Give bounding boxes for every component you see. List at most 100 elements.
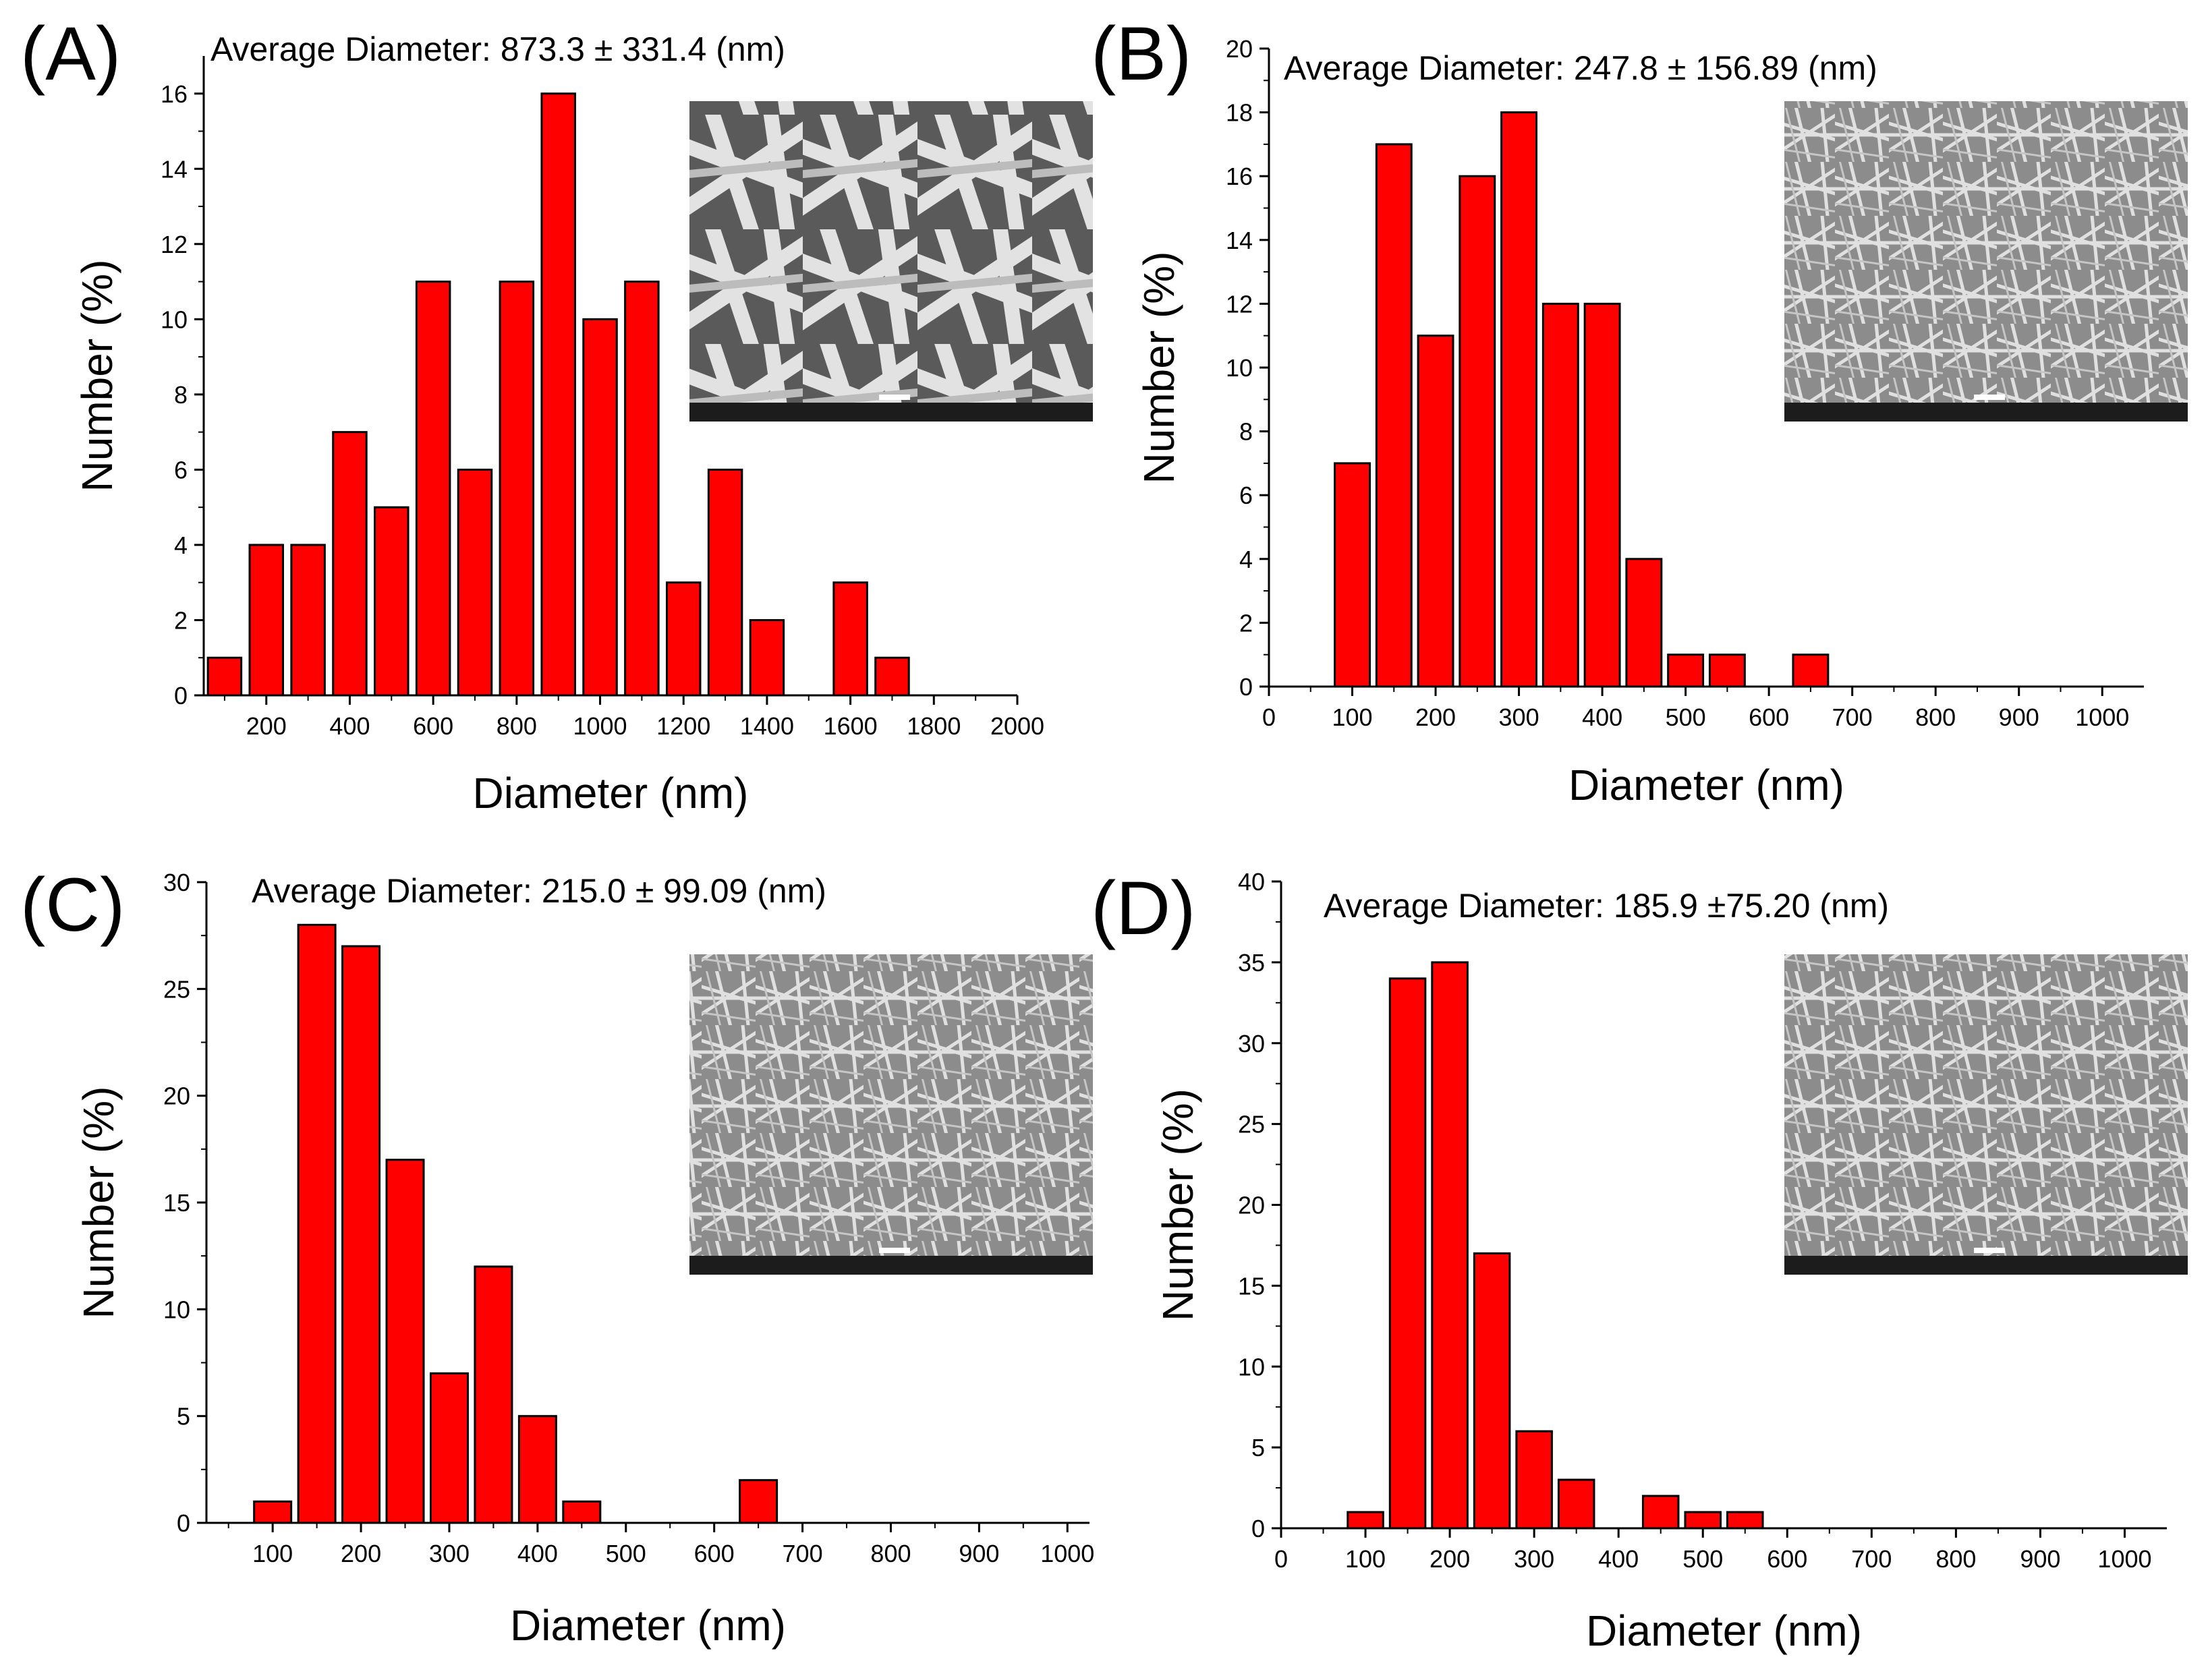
bar [1708, 654, 1746, 688]
bar [1583, 302, 1621, 688]
x-tick-label: 900 [959, 1540, 999, 1567]
y-tick-label: 10 [1238, 1353, 1265, 1381]
x-tick-label: 0 [1274, 1545, 1288, 1573]
bar [1625, 558, 1663, 688]
x-tick-label: 700 [783, 1540, 823, 1567]
bar [739, 1479, 779, 1524]
bar [297, 923, 337, 1524]
y-tick-label: 14 [1226, 227, 1253, 254]
y-tick-label: 4 [1239, 546, 1253, 573]
x-tick-label: 500 [1682, 1545, 1723, 1573]
bar [248, 544, 285, 697]
y-tick-label: 4 [174, 531, 188, 559]
x-tick-label: 900 [2020, 1545, 2060, 1573]
x-tick-label: 200 [341, 1540, 381, 1567]
y-tick-label: 35 [1238, 949, 1265, 977]
x-tick-label: 1800 [907, 712, 961, 740]
y-tick-label: 25 [1238, 1111, 1265, 1138]
y-tick-label: 0 [1251, 1515, 1265, 1542]
bar [341, 945, 381, 1524]
y-tick-label: 15 [1238, 1272, 1265, 1300]
x-tick-label: 2000 [990, 712, 1044, 740]
bar [1431, 961, 1469, 1530]
y-tick-label: 0 [1239, 673, 1253, 701]
x-tick-label: 800 [1915, 703, 1956, 731]
bar [1347, 1511, 1384, 1530]
x-tick-label: 100 [1345, 1545, 1386, 1573]
x-tick-label: 600 [1749, 703, 1789, 731]
x-axis-label: Diameter (nm) [1586, 1606, 1862, 1655]
bar [749, 618, 785, 697]
bar [374, 506, 409, 697]
x-tick-label: 600 [694, 1540, 735, 1567]
x-tick-label: 1200 [656, 712, 710, 740]
x-tick-label: 100 [252, 1540, 293, 1567]
y-tick-label: 5 [1251, 1434, 1265, 1461]
x-tick-label: 1000 [2075, 703, 2129, 731]
sem-info-bar [1784, 1256, 2188, 1275]
x-tick-label: 800 [497, 712, 537, 740]
y-tick-label: 16 [161, 80, 188, 108]
x-tick-label: 400 [1582, 703, 1622, 731]
y-tick-label: 14 [161, 155, 188, 183]
bar [206, 656, 243, 697]
sem-image-texture [689, 954, 1093, 1275]
y-tick-label: 5 [177, 1403, 190, 1430]
x-tick-label: 200 [246, 712, 287, 740]
y-axis-label: Number (%) [1154, 1089, 1202, 1321]
bar [1684, 1511, 1722, 1530]
bar [1667, 654, 1705, 688]
x-tick-label: 400 [1598, 1545, 1639, 1573]
y-tick-label: 20 [163, 1082, 190, 1110]
bar [832, 581, 868, 697]
bar [429, 1372, 469, 1524]
sem-image-texture [689, 101, 1093, 422]
x-tick-label: 1000 [2097, 1545, 2151, 1573]
y-tick-label: 25 [163, 975, 190, 1003]
panel-a: 0 2 4 6 8 10 12 14 16 200 400 600 800 1000 1200 1400 160… [20, 11, 1093, 817]
y-tick-label: 18 [1226, 99, 1253, 127]
sem-info-bar [689, 1256, 1093, 1275]
bar [1473, 1252, 1511, 1530]
y-tick-label: 8 [1239, 418, 1253, 446]
average-diameter-annotation: Average Diameter: 215.0 ± 99.09 (nm) [252, 872, 826, 910]
sem-scale-bar [879, 395, 911, 400]
x-tick-label: 1600 [824, 712, 878, 740]
average-diameter-annotation: Average Diameter: 185.9 ±75.20 (nm) [1324, 887, 1889, 925]
x-tick-label: 400 [517, 1540, 558, 1567]
y-tick-label: 15 [163, 1189, 190, 1217]
bar [1375, 143, 1413, 688]
x-tick-label: 700 [1851, 1545, 1892, 1573]
bar [1417, 335, 1454, 688]
bar [1500, 111, 1538, 688]
x-tick-label: 100 [1332, 703, 1372, 731]
y-tick-label: 0 [174, 682, 188, 709]
bar [1459, 175, 1496, 688]
y-tick-label: 2 [1239, 609, 1253, 637]
y-tick-label: 8 [174, 381, 188, 409]
y-tick-label: 6 [1239, 482, 1253, 509]
bar [499, 281, 535, 697]
y-tick-label: 2 [174, 606, 188, 634]
bar [474, 1265, 513, 1524]
y-tick-label: 6 [174, 456, 188, 484]
bar [624, 281, 660, 697]
y-axis-label: Number (%) [1135, 252, 1183, 484]
bar [332, 431, 368, 697]
y-axis-label: Number (%) [74, 1087, 123, 1319]
sem-scale-bar [1974, 395, 2006, 400]
sem-scale-bar [879, 1248, 911, 1253]
bar [1641, 1495, 1680, 1530]
x-axis-label: Diameter (nm) [473, 769, 749, 817]
y-tick-label: 20 [1238, 1192, 1265, 1219]
x-tick-label: 600 [413, 712, 453, 740]
bar [1334, 462, 1371, 688]
bar [517, 1415, 557, 1524]
x-tick-label: 200 [1415, 703, 1456, 731]
bar [540, 92, 576, 697]
bar [1515, 1430, 1553, 1530]
bar [290, 544, 326, 697]
x-tick-label: 300 [429, 1540, 470, 1567]
